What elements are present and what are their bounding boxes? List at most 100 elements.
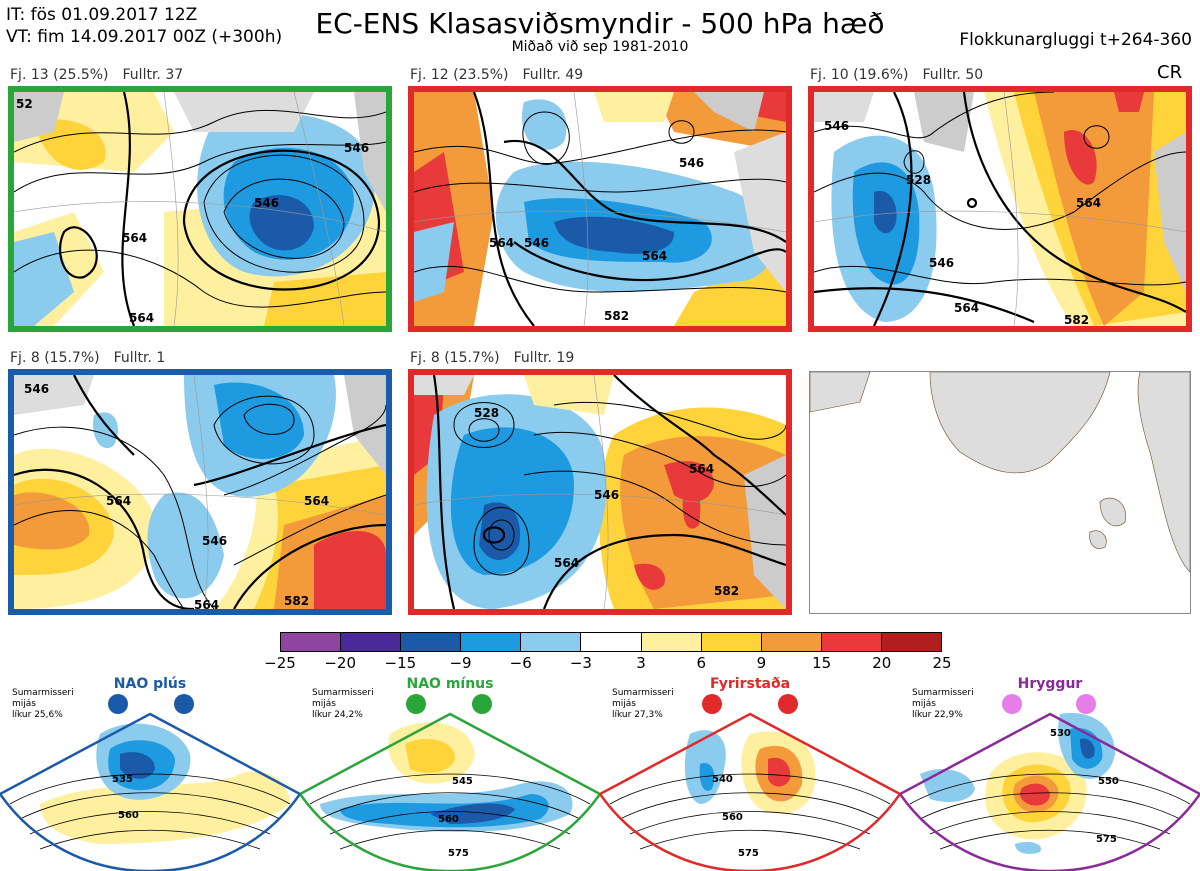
regime-info-line: Sumarmisseri: [912, 688, 974, 698]
regime-dot-icon: [1002, 694, 1022, 714]
contour-label: 564: [689, 462, 714, 476]
regime-info-line: líkur 24,2%: [312, 710, 363, 720]
regime-info-line: mijás: [912, 699, 936, 709]
contour-label: 528: [474, 406, 499, 420]
regime-dot-icon: [174, 694, 194, 714]
page-title: EC-ENS Klasasviðsmyndir - 500 hPa hæð: [315, 7, 885, 40]
regime-info: Sumarmisseri mijás líkur 27,3%: [612, 688, 674, 721]
page-subtitle: Miðað við sep 1981-2010: [511, 39, 689, 55]
base-map: [809, 371, 1191, 614]
contour-label: 564: [954, 301, 979, 315]
contour-label: 546: [824, 119, 849, 133]
colorbar-ticks: −25 −20 −15 −9 −6 −3 3 6 9 15 20 25: [260, 654, 962, 674]
colorbar-tick-label: 3: [636, 654, 646, 672]
contour-label: 560: [722, 812, 743, 823]
contour-label: 530: [1050, 728, 1071, 739]
colorbar-swatch: [281, 633, 342, 651]
contour-label: 546: [594, 488, 619, 502]
colorbar-swatch: [521, 633, 582, 651]
cluster-label-5: Fj. 8 (15.7%) Fulltr. 19: [410, 350, 574, 366]
regime-name: Hryggur: [1017, 676, 1083, 692]
contour-label: 528: [906, 173, 931, 187]
contour-label: 564: [1076, 196, 1101, 210]
corner-code: CR: [1157, 62, 1183, 83]
cluster-map-5: 528 546 564 582 564: [408, 369, 792, 615]
contour-label: 564: [304, 494, 329, 508]
colorbar: [280, 632, 942, 652]
regime-dot-icon: [472, 694, 492, 714]
regime-dot-icon: [406, 694, 426, 714]
header-info: IT: fös 01.09.2017 12Z VT: fim 14.09.201…: [6, 4, 282, 48]
colorbar-tick-label: 6: [696, 654, 707, 672]
regime-info-line: Sumarmisseri: [612, 688, 674, 698]
cluster-percent: Fj. 10 (19.6%): [810, 67, 909, 83]
colorbar-tick-label: −6: [509, 654, 532, 672]
contour-label: 564: [122, 231, 147, 245]
it-line: IT: fös 01.09.2017 12Z: [6, 5, 198, 25]
contour-label: 546: [24, 382, 49, 396]
cluster-members: Fulltr. 1: [113, 350, 166, 366]
colorbar-tick-label: 25: [932, 654, 952, 672]
window-label: Flokkunargluggi t+264-360: [959, 30, 1192, 50]
colorbar-tick-label: −20: [324, 654, 356, 672]
colorbar-swatch: [761, 633, 822, 651]
regime-dot-icon: [108, 694, 128, 714]
cluster-members: Fulltr. 37: [122, 67, 184, 83]
contour-label: 546: [344, 141, 369, 155]
contour-label: 582: [1064, 313, 1089, 326]
cluster-map-1: 546 564 546 564 52: [8, 86, 392, 332]
regime-info-line: Sumarmisseri: [12, 688, 74, 698]
colorbar-swatch: [701, 633, 762, 651]
regime-nao-minus: NAO mínus Sumarmisseri mijás líkur 24,2%…: [300, 676, 600, 871]
colorbar-tick-label: −9: [449, 654, 472, 672]
regime-name: Fyrirstaða: [709, 676, 791, 692]
colorbar-tick-label: −3: [569, 654, 592, 672]
cluster-label-1: Fj. 13 (25.5%) Fulltr. 37: [10, 67, 183, 83]
regime-info-line: mijás: [12, 699, 36, 709]
contour-label: 52: [16, 97, 33, 111]
regime-info-line: Sumarmisseri: [312, 688, 374, 698]
cluster-percent: Fj. 12 (23.5%): [410, 67, 509, 83]
contour-label: 545: [452, 776, 473, 787]
regime-info: Sumarmisseri mijás líkur 24,2%: [312, 688, 374, 721]
vt-line: VT: fim 14.09.2017 00Z (+300h): [6, 27, 283, 47]
regime-name: NAO plús: [113, 676, 187, 692]
regime-nao-plus: NAO plús Sumarmisseri mijás líkur 25,6% …: [0, 676, 300, 871]
contour-label: 564: [194, 598, 219, 609]
regime-info: Sumarmisseri mijás líkur 22,9%: [912, 688, 974, 721]
contour-label: 564: [489, 236, 514, 250]
cluster-percent: Fj. 13 (25.5%): [10, 67, 109, 83]
cluster-label-4: Fj. 8 (15.7%) Fulltr. 1: [10, 350, 165, 366]
cluster-map-2: 546 564 546 564 582: [408, 86, 792, 332]
regime-name: NAO mínus: [406, 676, 494, 692]
contour-label: 560: [438, 814, 459, 825]
contour-label: 535: [112, 774, 133, 785]
contour-label: 540: [712, 774, 733, 785]
contour-label: 582: [714, 584, 739, 598]
contour-label: 546: [524, 236, 549, 250]
regime-info-line: mijás: [312, 699, 336, 709]
colorbar-swatch: [581, 633, 642, 651]
regime-dot-icon: [702, 694, 722, 714]
colorbar-tick-label: 15: [812, 654, 832, 672]
contour-label: 546: [202, 534, 227, 548]
cluster-label-3: Fj. 10 (19.6%) Fulltr. 50: [810, 67, 983, 83]
colorbar-swatch: [401, 633, 462, 651]
regime-blocking: Fyrirstaða Sumarmisseri mijás líkur 27,3…: [600, 676, 900, 871]
regime-ridge: Hryggur Sumarmisseri mijás líkur 22,9% 5…: [900, 676, 1200, 871]
contour-label: 564: [642, 249, 667, 263]
colorbar-tick-label: −15: [384, 654, 417, 672]
regime-dot-icon: [1076, 694, 1096, 714]
regime-info: Sumarmisseri mijás líkur 25,6%: [12, 688, 74, 721]
cluster-members: Fulltr. 49: [522, 67, 584, 83]
contour-label: 564: [129, 311, 154, 325]
contour-label: 575: [1096, 834, 1117, 845]
cluster-label-2: Fj. 12 (23.5%) Fulltr. 49: [410, 67, 583, 83]
contour-label: 575: [448, 848, 469, 859]
cluster-map-3: 546 528 546 564 582 564: [808, 86, 1192, 332]
regime-info-line: líkur 25,6%: [12, 710, 63, 720]
contour-label: 582: [284, 594, 309, 608]
cluster-members: Fulltr. 50: [922, 67, 984, 83]
contour-label: 564: [106, 494, 131, 508]
cluster-members: Fulltr. 19: [513, 350, 575, 366]
